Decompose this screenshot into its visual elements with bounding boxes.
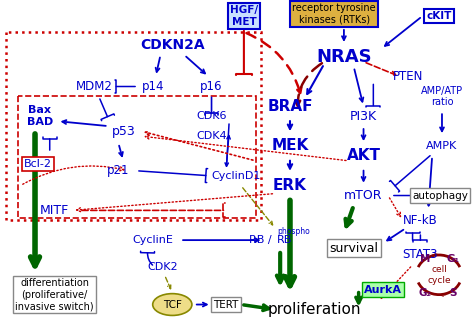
- Text: p16: p16: [201, 80, 223, 93]
- Text: AurkA: AurkA: [364, 285, 402, 295]
- Text: p53: p53: [111, 124, 135, 138]
- Text: p21: p21: [107, 164, 129, 177]
- Text: PI3K: PI3K: [350, 110, 377, 123]
- Text: cKIT: cKIT: [426, 11, 452, 21]
- Text: AMP/ATP
ratio: AMP/ATP ratio: [421, 86, 463, 107]
- Text: TERT: TERT: [214, 300, 239, 309]
- Text: proliferation: proliferation: [268, 302, 361, 317]
- Text: RB /: RB /: [249, 235, 275, 245]
- Text: S: S: [449, 288, 456, 298]
- Text: p14: p14: [141, 80, 164, 93]
- Text: differentiation
(proliferative/
invasive switch): differentiation (proliferative/ invasive…: [15, 278, 94, 311]
- Text: cell
cycle: cell cycle: [427, 265, 451, 285]
- Text: STAT3: STAT3: [402, 249, 438, 261]
- Text: M: M: [420, 254, 430, 264]
- Text: CDK2: CDK2: [147, 262, 178, 272]
- Text: CDK4: CDK4: [196, 131, 227, 141]
- Text: NRAS: NRAS: [316, 48, 372, 66]
- Text: mTOR: mTOR: [344, 189, 383, 202]
- Text: autophagy: autophagy: [412, 191, 468, 201]
- Text: MITF: MITF: [40, 204, 69, 217]
- Text: TCF: TCF: [163, 300, 182, 309]
- Ellipse shape: [153, 294, 192, 315]
- Text: HGF/
MET: HGF/ MET: [230, 5, 258, 27]
- Text: receptor tyrosine
kinases (RTKs): receptor tyrosine kinases (RTKs): [292, 3, 376, 25]
- Text: AKT: AKT: [346, 148, 381, 164]
- Text: CyclinE: CyclinE: [132, 235, 173, 245]
- Text: CDKN2A: CDKN2A: [140, 38, 205, 52]
- Text: NF-kB: NF-kB: [403, 214, 438, 227]
- Text: G₁: G₁: [446, 254, 459, 264]
- Text: CDK6: CDK6: [196, 111, 227, 121]
- Text: AMPK: AMPK: [426, 141, 457, 151]
- Text: G₂: G₂: [419, 288, 432, 298]
- Text: PTEN: PTEN: [392, 70, 423, 83]
- Text: phospho: phospho: [277, 227, 310, 236]
- Text: CyclinD1: CyclinD1: [211, 171, 261, 181]
- Text: MDM2: MDM2: [75, 80, 112, 93]
- Text: ERK: ERK: [273, 178, 307, 193]
- Text: Bax
BAD: Bax BAD: [27, 106, 53, 127]
- Text: survival: survival: [329, 242, 378, 255]
- Text: RB: RB: [277, 235, 292, 245]
- Text: Bcl-2: Bcl-2: [24, 159, 52, 169]
- Text: BRAF: BRAF: [267, 99, 313, 114]
- Text: MEK: MEK: [271, 138, 309, 154]
